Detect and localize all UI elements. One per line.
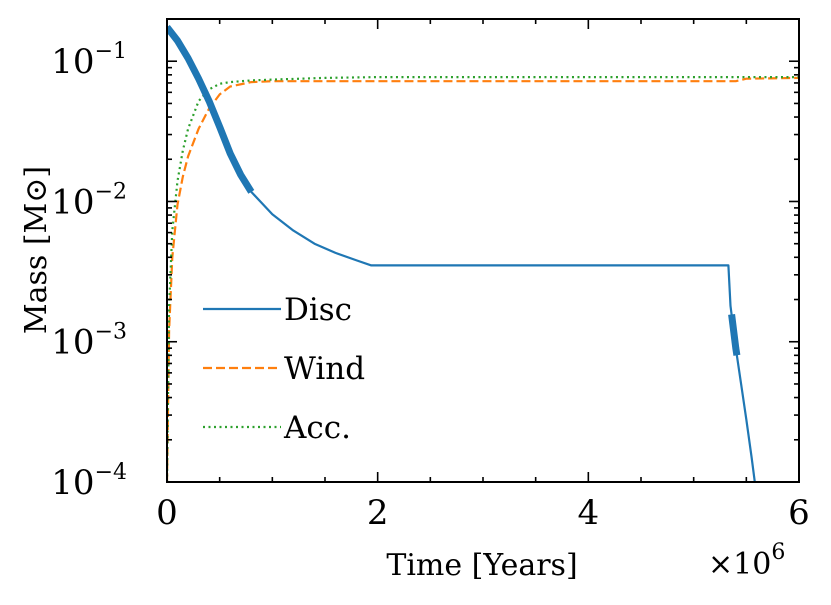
legend: Disc Wind Acc. — [203, 292, 365, 446]
series-line-disc — [167, 26, 756, 482]
series-line-acc — [167, 75, 799, 482]
y-tick-label: 10−4 — [51, 460, 127, 503]
highlight-segment-1 — [728, 313, 741, 356]
x-tick-label: 0 — [156, 493, 178, 533]
series-layer — [167, 24, 799, 482]
y-tick-label: 10−2 — [51, 179, 127, 222]
x-tick-label: 4 — [578, 493, 600, 533]
legend-label-wind: Wind — [284, 351, 365, 387]
highlight-segment-0 — [167, 24, 255, 194]
tick-labels: 0 2 4 6 10−1 10−2 10−3 10−4 — [51, 39, 810, 533]
plot-frame — [166, 18, 800, 483]
legend-label-acc: Acc. — [283, 410, 351, 446]
series-line-wind — [167, 76, 799, 482]
x-axis-multiplier-exponent: 6 — [771, 540, 785, 565]
x-tick-label: 6 — [788, 493, 810, 533]
x-tick-label: 2 — [367, 493, 389, 533]
axes-layer — [166, 18, 800, 483]
y-tick-label: 10−3 — [51, 320, 127, 363]
y-axis-label: Mass [M⊙] — [19, 166, 54, 334]
x-axis-multiplier: ×106 — [708, 540, 785, 582]
x-axis-multiplier-base: ×10 — [708, 547, 771, 582]
legend-label-disc: Disc — [284, 292, 352, 328]
y-tick-label: 10−1 — [51, 39, 127, 82]
x-axis-label: Time [Years] — [386, 548, 577, 583]
